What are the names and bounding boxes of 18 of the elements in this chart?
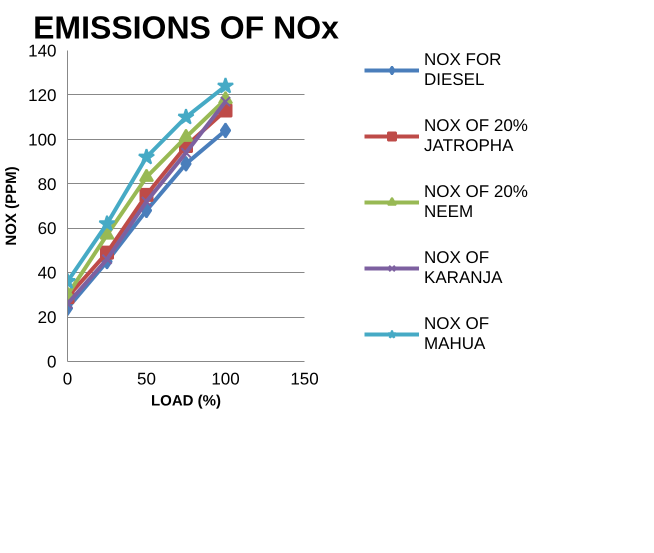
x-tick-label: 50	[137, 370, 156, 388]
legend-label: NOX OF KARANJA	[424, 248, 502, 288]
x-tick-label: 0	[62, 370, 72, 388]
legend-label: NOX OF 20% JATROPHA	[424, 116, 528, 156]
y-tick-label: 60	[38, 219, 57, 238]
legend-label: NOX FOR DIESEL	[424, 50, 502, 90]
x-tick-label: 100	[211, 370, 240, 388]
y-tick-label: 120	[28, 86, 57, 105]
y-tick-label: 40	[38, 264, 57, 283]
y-tick-label: 0	[47, 352, 57, 372]
legend-label: NOX OF 20% NEEM	[424, 182, 528, 222]
legend-label: NOX OF MAHUA	[424, 314, 490, 354]
y-axis-title: NOX (PPM)	[3, 166, 20, 246]
y-tick-label: 20	[38, 308, 57, 328]
y-tick-label: 80	[38, 174, 57, 194]
x-tick-label: 150	[290, 370, 319, 388]
y-tick-label: 100	[28, 130, 57, 150]
x-axis-title: LOAD (%)	[151, 392, 222, 410]
